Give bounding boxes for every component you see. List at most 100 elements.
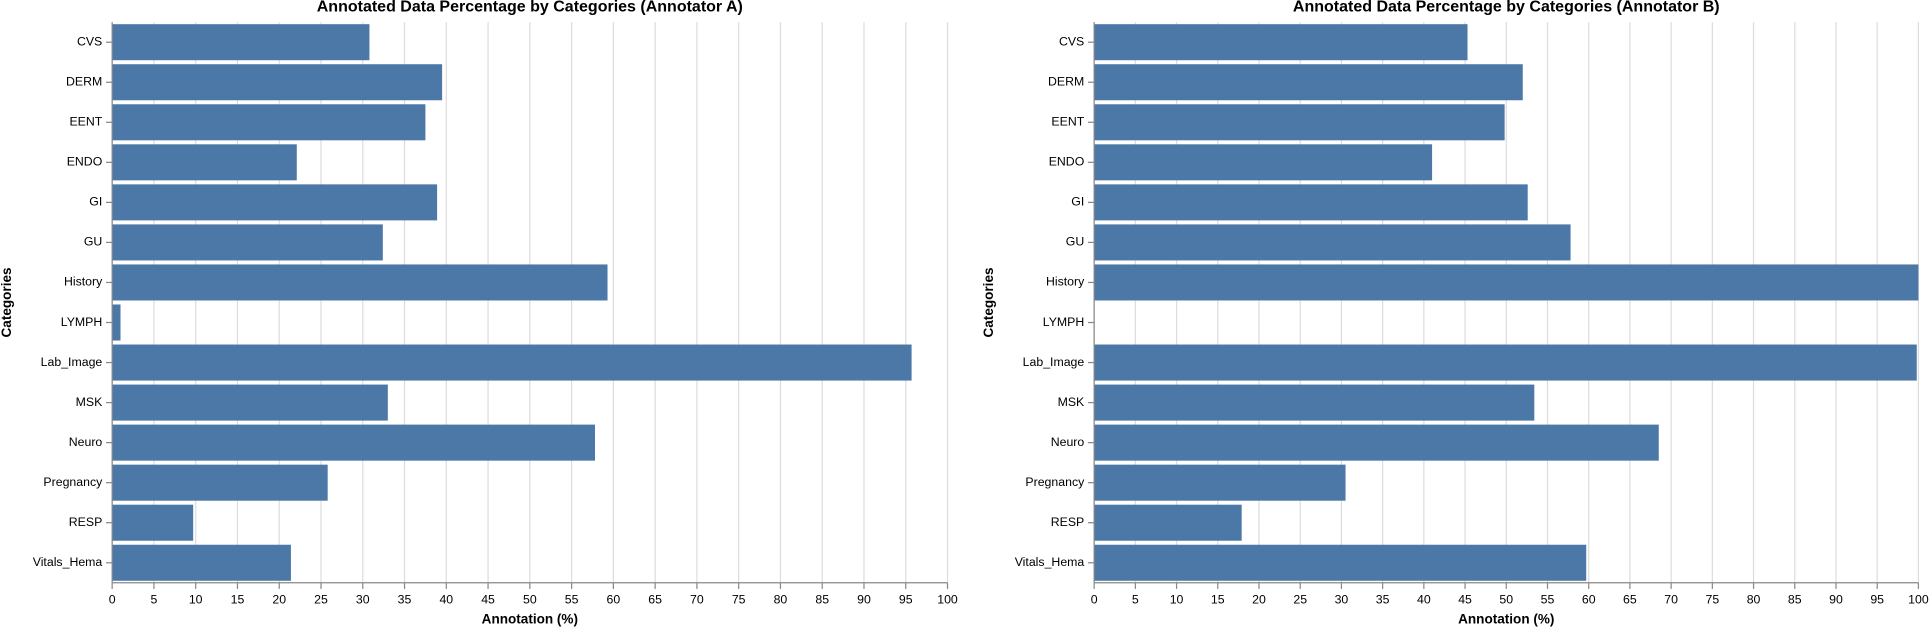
x-tick-label: 75 [732, 592, 746, 606]
y-tick-label: LYMPH [61, 315, 103, 329]
x-tick-label: 70 [1664, 592, 1678, 606]
bar [112, 144, 297, 181]
chart-title: Annotated Data Percentage by Categories … [1293, 0, 1720, 16]
x-tick-label: 50 [523, 592, 537, 606]
bar [1094, 224, 1571, 261]
bar [112, 424, 595, 461]
y-tick-label: Pregnancy [43, 475, 103, 489]
y-tick-label: Vitals_Hema [33, 555, 103, 569]
x-tick-label: 90 [1829, 592, 1843, 606]
x-tick-label: 55 [1541, 592, 1555, 606]
y-tick-label: Lab_Image [1023, 355, 1085, 369]
x-tick-label: 75 [1705, 592, 1719, 606]
x-tick-label: 10 [1170, 592, 1184, 606]
y-tick-label: RESP [1051, 515, 1085, 529]
bar [1094, 104, 1505, 141]
x-tick-label: 85 [815, 592, 829, 606]
x-tick-label: 50 [1499, 592, 1513, 606]
bar [112, 24, 370, 61]
x-tick-label: 65 [648, 592, 662, 606]
x-tick-label: 80 [774, 592, 788, 606]
y-tick-label: GU [1066, 235, 1084, 249]
bar [1094, 344, 1917, 381]
y-tick-label: Vitals_Hema [1015, 555, 1085, 569]
y-tick-label: History [64, 275, 103, 289]
x-tick-label: 15 [1211, 592, 1225, 606]
y-axis-title: Categories [981, 267, 996, 337]
bar [112, 264, 608, 301]
bar [112, 184, 438, 221]
y-tick-label: MSK [1058, 395, 1085, 409]
x-tick-label: 100 [1908, 592, 1929, 606]
y-tick-label: CVS [1059, 34, 1084, 48]
bar [1094, 64, 1523, 101]
x-tick-label: 65 [1623, 592, 1637, 606]
bar [112, 464, 328, 501]
y-tick-label: GU [84, 235, 102, 249]
x-tick-label: 55 [565, 592, 579, 606]
x-tick-label: 40 [1417, 592, 1431, 606]
bar [112, 64, 443, 101]
bar [1094, 384, 1535, 421]
x-tick-label: 5 [1132, 592, 1139, 606]
y-tick-label: GI [89, 195, 102, 209]
x-tick-label: 85 [1788, 592, 1802, 606]
y-tick-label: ENDO [1049, 155, 1085, 169]
x-tick-label: 70 [690, 592, 704, 606]
bar [112, 344, 912, 381]
y-tick-label: History [1046, 275, 1085, 289]
y-tick-label: CVS [77, 34, 102, 48]
x-tick-label: 35 [1376, 592, 1390, 606]
y-tick-label: EENT [1051, 115, 1084, 129]
bar [1094, 24, 1468, 61]
x-tick-label: 95 [1870, 592, 1884, 606]
bar [1094, 264, 1919, 301]
x-tick-label: 0 [109, 592, 116, 606]
bar [1094, 464, 1346, 501]
x-axis-title: Annotation (%) [482, 611, 578, 626]
x-tick-label: 5 [150, 592, 157, 606]
x-tick-label: 40 [439, 592, 453, 606]
x-tick-label: 20 [1252, 592, 1266, 606]
x-tick-label: 60 [1582, 592, 1596, 606]
bar [112, 224, 383, 261]
x-tick-label: 95 [899, 592, 913, 606]
x-tick-label: 45 [481, 592, 495, 606]
x-tick-label: 45 [1458, 592, 1472, 606]
x-tick-label: 30 [356, 592, 370, 606]
bar [112, 504, 194, 541]
bar [112, 544, 291, 581]
bar [112, 304, 121, 341]
bar [1094, 544, 1587, 581]
x-tick-label: 90 [857, 592, 871, 606]
x-tick-label: 35 [398, 592, 412, 606]
x-tick-label: 25 [314, 592, 328, 606]
y-tick-label: EENT [69, 115, 102, 129]
bar [1094, 184, 1528, 221]
bar [112, 104, 426, 141]
x-tick-label: 10 [189, 592, 203, 606]
y-tick-label: ENDO [67, 155, 103, 169]
chart-title: Annotated Data Percentage by Categories … [317, 0, 743, 16]
y-tick-label: RESP [69, 515, 103, 529]
bar [1094, 424, 1659, 461]
y-tick-label: LYMPH [1043, 315, 1085, 329]
x-axis-title: Annotation (%) [1458, 611, 1554, 626]
x-tick-label: 30 [1335, 592, 1349, 606]
x-tick-label: 15 [231, 592, 245, 606]
bar [112, 384, 388, 421]
y-tick-label: Neuro [69, 435, 103, 449]
x-tick-label: 60 [607, 592, 621, 606]
x-tick-label: 25 [1293, 592, 1307, 606]
y-tick-label: DERM [1048, 74, 1084, 88]
bar [1094, 504, 1242, 541]
y-tick-label: Lab_Image [41, 355, 103, 369]
x-tick-label: 100 [937, 592, 958, 606]
y-tick-label: GI [1071, 195, 1084, 209]
y-tick-label: Neuro [1051, 435, 1085, 449]
x-tick-label: 80 [1747, 592, 1761, 606]
y-axis-title: Categories [0, 267, 14, 337]
y-tick-label: DERM [66, 74, 102, 88]
x-tick-label: 0 [1091, 592, 1098, 606]
